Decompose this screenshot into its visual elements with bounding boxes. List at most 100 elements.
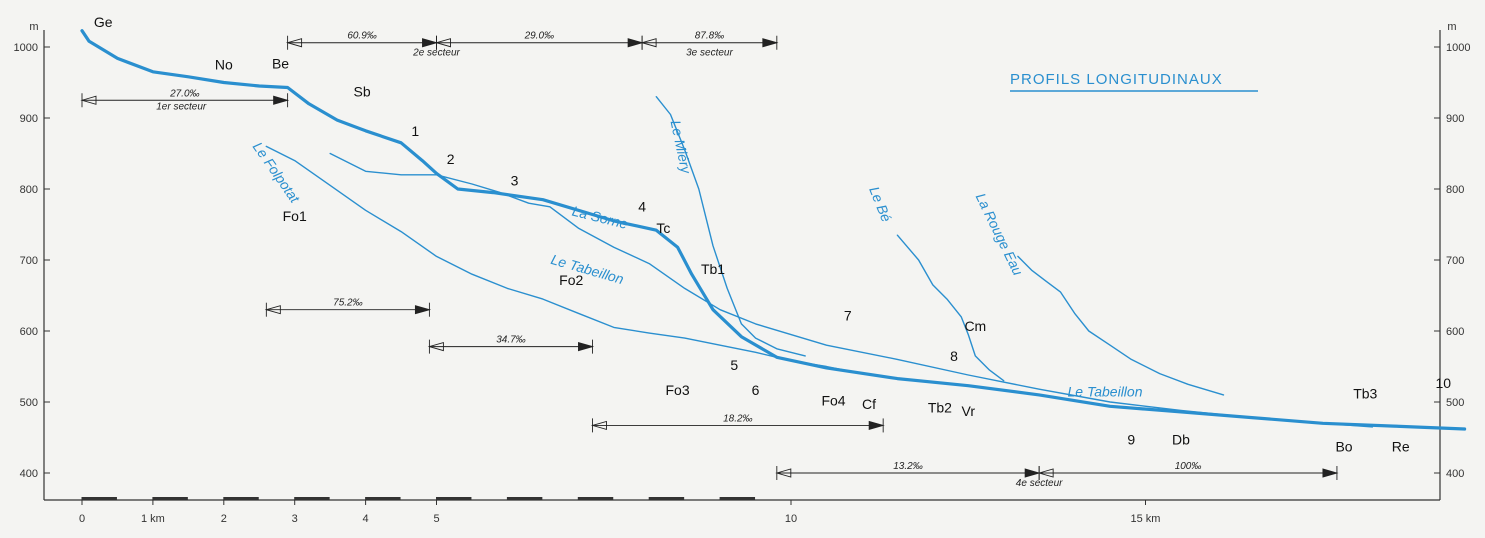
slope-arrow-right — [578, 342, 595, 352]
scale-bar-segment — [719, 497, 756, 500]
scale-bar-segment — [81, 497, 117, 500]
slope-arrow-left — [590, 420, 607, 431]
y-tick-label-right: 800 — [1446, 184, 1464, 196]
slope-label: 75.2‰ — [333, 298, 362, 309]
x-tick-label: 10 — [785, 513, 797, 525]
point-label: Be — [272, 55, 289, 71]
y-tick-label-left: 1000 — [14, 42, 38, 54]
point-label: Cf — [862, 396, 876, 412]
slope-arrow-left — [80, 95, 97, 105]
point-label: 9 — [1127, 432, 1135, 448]
y-tick-label-left: 900 — [20, 113, 38, 125]
slope-arrow-left — [1037, 468, 1054, 478]
slope-arrow-left — [775, 468, 792, 478]
y-tick-label-left: 400 — [20, 468, 38, 480]
scale-bar-segment — [223, 497, 259, 500]
sector-label: 2e secteur — [412, 48, 460, 59]
scale-bar-segment — [506, 497, 543, 500]
x-tick-label: 0 — [79, 513, 85, 525]
y-tick-label-left: 800 — [20, 184, 38, 196]
y-tick-label-right: 600 — [1446, 326, 1464, 338]
slope-arrow-right — [422, 38, 439, 48]
x-tick-label: 15 km — [1131, 513, 1161, 525]
y-tick-label-left: 600 — [20, 326, 38, 338]
point-label: 3 — [511, 172, 519, 188]
point-label: Cm — [964, 318, 986, 334]
series-line — [896, 234, 1005, 382]
slope-arrow-left — [427, 342, 444, 352]
scale-bar-segment — [648, 497, 685, 500]
slope-label: 27.0‰ — [169, 88, 199, 99]
sector-label: 3e secteur — [686, 48, 733, 59]
sector-label: 4e secteur — [1016, 478, 1063, 489]
y-unit-left: m — [29, 21, 38, 33]
slope-arrow-right — [273, 95, 290, 105]
series-line — [80, 29, 1467, 431]
slope-arrow-right — [762, 38, 779, 48]
point-label: 4 — [638, 199, 646, 215]
slope-label: 60.9‰ — [347, 31, 376, 42]
y-unit-right: m — [1447, 21, 1456, 33]
point-label: Tb3 — [1353, 385, 1377, 401]
point-label: Tb1 — [701, 261, 725, 277]
sector-label: 1er secteur — [156, 101, 207, 112]
x-tick-label: 5 — [433, 513, 439, 525]
slope-arrow-left — [285, 38, 303, 48]
slope-label: 18.2‰ — [723, 413, 752, 424]
x-tick-label: 4 — [363, 513, 369, 525]
slope-arrow-right — [627, 38, 644, 48]
point-label: 8 — [950, 348, 958, 364]
scale-bar-segment — [152, 497, 188, 500]
y-tick-label-right: 700 — [1446, 255, 1464, 267]
point-label: No — [215, 57, 233, 73]
slope-label: 87.8‰ — [695, 31, 724, 42]
slope-arrow-right — [1024, 468, 1041, 478]
series-line — [655, 96, 806, 357]
x-tick-label: 2 — [221, 513, 227, 525]
y-tick-label-right: 400 — [1446, 468, 1464, 480]
slope-arrow-right — [868, 420, 885, 431]
x-tick-label: 1 km — [141, 513, 165, 525]
point-label: Fo3 — [665, 382, 689, 398]
y-tick-label-left: 700 — [20, 255, 38, 267]
point-label: Fo1 — [283, 208, 307, 224]
series-name: Le Bé — [866, 184, 895, 224]
series-line — [329, 152, 1374, 428]
point-label: Ge — [94, 14, 113, 30]
scale-bar-segment — [436, 497, 472, 500]
point-label: 5 — [730, 357, 738, 373]
point-label: Re — [1392, 439, 1410, 455]
point-label: 10 — [1435, 375, 1451, 391]
point-label: 6 — [752, 382, 760, 398]
series-name: La Sorne — [570, 203, 629, 232]
point-label: Fo2 — [559, 272, 583, 288]
y-tick-label-right: 1000 — [1446, 42, 1470, 54]
point-label: Fo4 — [821, 393, 845, 409]
slope-arrow-left — [264, 305, 281, 315]
point-labels: Ge No Be Sb 1 2 3 4 Tc Tb1 Fo1 Fo2 Fo3 56 7 Fo4 Cm 8 Cf Tb2… — [94, 14, 1451, 455]
slope-arrow-left — [434, 38, 451, 48]
y-tick-label-left: 500 — [20, 397, 38, 409]
scale-bar-segment — [577, 497, 614, 500]
point-label: 7 — [844, 307, 852, 323]
x-tick-label: 3 — [292, 513, 298, 525]
point-label: 1 — [411, 123, 419, 139]
series-line — [1017, 255, 1225, 396]
series-name: Le Folpotat — [250, 139, 304, 206]
point-label: 2 — [447, 151, 455, 167]
series-line — [265, 145, 899, 380]
slope-annotations: 60.9‰ 2e secteur 29.0‰ 87.8‰ 3e secteur 27.0‰… — [80, 31, 1339, 489]
point-label: Bo — [1335, 439, 1352, 455]
slope-arrow-right — [1322, 468, 1339, 478]
point-label: Tc — [656, 220, 670, 236]
y-tick-label-right: 900 — [1446, 113, 1464, 125]
slope-label: 29.0‰ — [524, 31, 554, 42]
scale-bar-segment — [294, 497, 330, 500]
scale-bar-segment — [365, 497, 401, 500]
slope-arrow-right — [414, 305, 432, 315]
inline-river-label: Le Tabeillon — [1068, 383, 1143, 399]
slope-arrow-left — [640, 38, 657, 48]
